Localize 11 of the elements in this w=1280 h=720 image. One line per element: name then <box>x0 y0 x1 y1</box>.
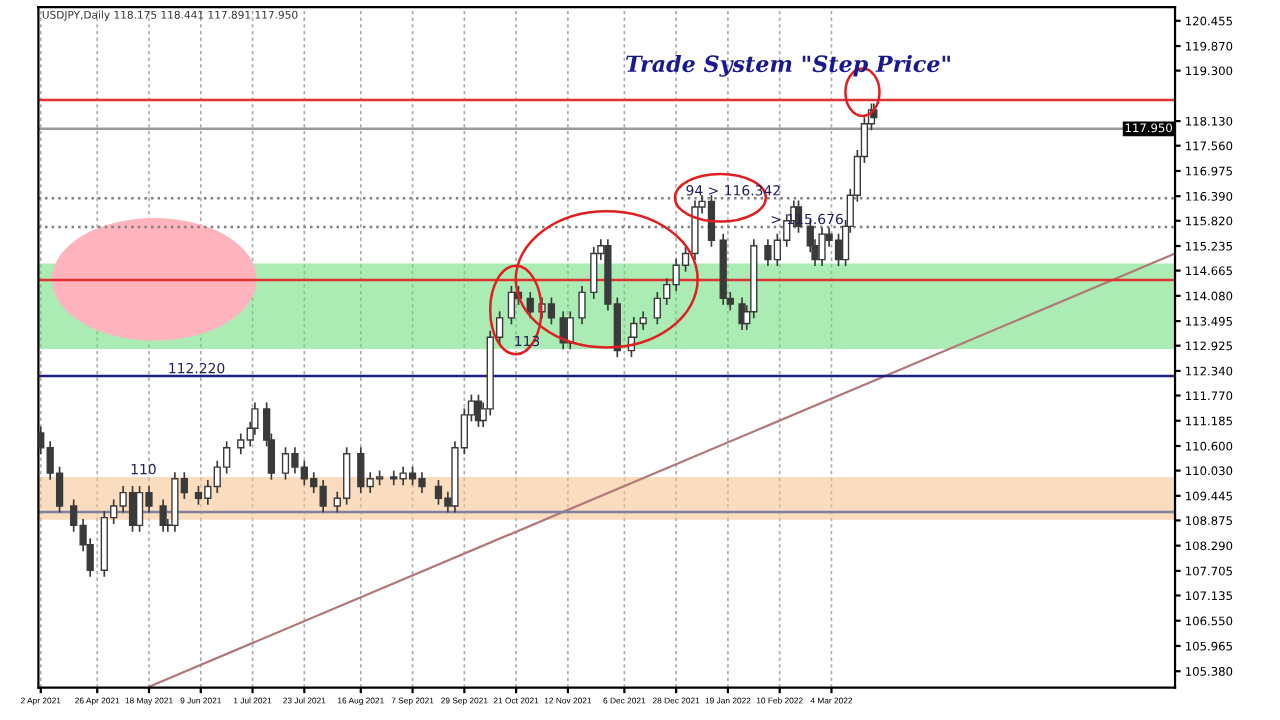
candlestick <box>578 285 586 326</box>
candlestick <box>194 485 203 506</box>
candlestick <box>566 310 574 351</box>
candlestick <box>526 291 534 320</box>
candlestick <box>159 498 167 533</box>
candlestick <box>507 285 516 326</box>
annotation: Trade System "Step Price" <box>626 54 950 77</box>
candlestick <box>434 479 443 506</box>
candlestick <box>818 226 826 267</box>
candlestick <box>559 310 567 351</box>
candlestick <box>590 246 598 300</box>
